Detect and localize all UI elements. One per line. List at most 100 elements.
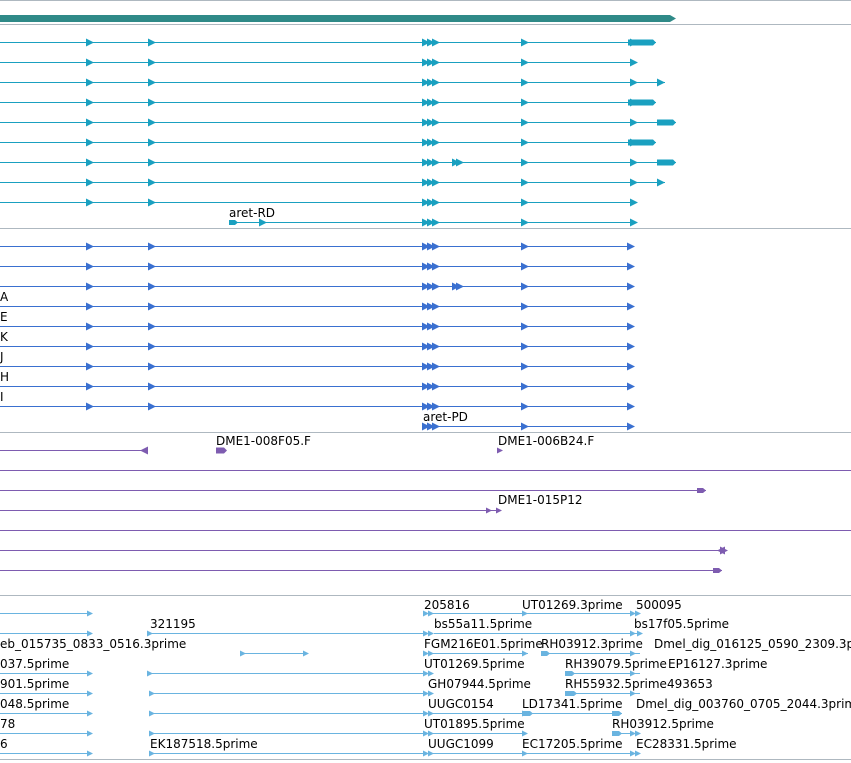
protein-label[interactable]: aret-PD xyxy=(423,410,468,424)
exon-block xyxy=(612,711,622,716)
strand-arrow-icon xyxy=(427,218,435,227)
strand-arrow-icon xyxy=(432,78,440,87)
strand-arrow-icon xyxy=(86,342,94,351)
strand-arrow-icon xyxy=(148,262,156,271)
strand-arrow-icon xyxy=(521,78,529,87)
est-label[interactable]: RH03912.3prime xyxy=(541,637,643,651)
strand-arrow-icon xyxy=(522,730,528,737)
est-label[interactable]: GH07944.5prime xyxy=(428,677,531,691)
strand-arrow-icon xyxy=(522,650,528,657)
clone-label[interactable]: DME1-008F05.F xyxy=(216,434,311,448)
protein-edge-label[interactable]: I xyxy=(0,390,4,404)
est-label[interactable]: RH03912.5prime xyxy=(612,717,714,731)
est-label[interactable]: EC17205.5prime xyxy=(522,737,623,751)
est-label[interactable]: UUGC0154 xyxy=(428,697,494,711)
est-label[interactable]: UT01269.5prime xyxy=(424,657,525,671)
strand-arrow-icon xyxy=(630,610,636,617)
strand-arrow-icon xyxy=(627,282,635,291)
strand-arrow-icon xyxy=(428,710,434,717)
protein-edge-label[interactable]: K xyxy=(0,330,8,344)
protein-edge-label[interactable]: A xyxy=(0,290,9,304)
strand-arrow-icon xyxy=(432,422,440,431)
strand-arrow-icon xyxy=(427,158,435,167)
strand-arrow-icon xyxy=(432,262,440,271)
strand-arrow-icon xyxy=(521,198,529,207)
strand-arrow-icon xyxy=(422,342,430,351)
strand-arrow-icon xyxy=(422,382,430,391)
strand-arrow-icon xyxy=(428,750,434,757)
est-label[interactable]: 048.5prime xyxy=(0,697,70,711)
strand-arrow-icon xyxy=(240,650,246,657)
est-label[interactable]: Dmel_dig_003760_0705_2044.3prime xyxy=(636,697,851,711)
strand-arrow-icon xyxy=(720,546,728,555)
est-label[interactable]: FGM216E01.5prime xyxy=(424,637,543,651)
strand-arrow-icon xyxy=(428,670,434,677)
est-label[interactable]: 321195 xyxy=(150,617,196,631)
protein-edge-label[interactable]: E xyxy=(0,310,8,324)
strand-arrow-icon xyxy=(627,382,635,391)
est-label[interactable]: EK187518.5prime xyxy=(150,737,258,751)
strand-arrow-icon xyxy=(423,710,429,717)
est-label[interactable]: 037.5prime xyxy=(0,657,70,671)
exon-block xyxy=(229,220,238,225)
exon-block xyxy=(565,671,575,676)
est-label[interactable]: EC28331.5prime xyxy=(636,737,737,751)
strand-arrow-icon xyxy=(86,158,94,167)
strand-arrow-icon xyxy=(87,630,93,637)
transcript-label[interactable]: aret-RD xyxy=(229,206,276,220)
est-label[interactable]: EP16127.3prime xyxy=(668,657,768,671)
strand-arrow-icon xyxy=(630,198,638,207)
strand-arrow-icon xyxy=(432,118,440,127)
strand-arrow-icon xyxy=(432,242,440,251)
est-label[interactable]: bs55a11.5prime xyxy=(434,617,533,631)
strand-arrow-icon xyxy=(427,382,435,391)
exon-block xyxy=(216,447,227,454)
est-label[interactable]: 78 xyxy=(0,717,16,731)
strand-arrow-icon xyxy=(86,402,94,411)
est-label[interactable]: 500095 xyxy=(636,598,682,612)
transcript-track xyxy=(0,38,676,227)
clone-label[interactable]: DME1-006B24.F xyxy=(498,434,595,448)
strand-arrow-icon xyxy=(259,218,267,227)
strand-arrow-icon xyxy=(630,650,636,657)
strand-arrow-icon xyxy=(149,750,155,757)
est-label[interactable]: 6 xyxy=(0,737,8,751)
est-label[interactable]: eb_015735_0833_0516.3prime xyxy=(0,637,187,651)
est-label[interactable]: RH55932.5prime xyxy=(565,677,667,691)
strand-arrow-icon xyxy=(423,730,429,737)
est-label[interactable]: 205816 xyxy=(424,598,470,612)
protein-edge-label[interactable]: H xyxy=(0,370,10,384)
est-label[interactable]: 493653 xyxy=(667,677,713,691)
strand-arrow-icon xyxy=(432,58,440,67)
est-label[interactable]: Dmel_dig_016125_0590_2309.3prime xyxy=(654,637,851,651)
strand-arrow-icon xyxy=(432,178,440,187)
clone-label[interactable]: DME1-015P12 xyxy=(498,493,583,507)
strand-arrow-icon xyxy=(422,282,430,291)
strand-arrow-icon xyxy=(627,402,635,411)
est-label[interactable]: UT01269.3prime xyxy=(522,598,623,612)
est-label[interactable]: bs17f05.5prime xyxy=(634,617,730,631)
strand-arrow-icon xyxy=(627,342,635,351)
strand-arrow-icon xyxy=(630,78,638,87)
est-label[interactable]: 901.5prime xyxy=(0,677,70,691)
strand-arrow-icon xyxy=(637,630,643,637)
strand-arrow-icon xyxy=(86,198,94,207)
strand-arrow-icon xyxy=(422,218,430,227)
strand-arrow-icon xyxy=(148,242,156,251)
strand-arrow-icon xyxy=(423,670,429,677)
est-label[interactable]: RH39079.5prime xyxy=(565,657,667,671)
est-label[interactable]: LD17341.5prime xyxy=(522,697,623,711)
strand-arrow-icon xyxy=(432,322,440,331)
est-label[interactable]: UT01895.5prime xyxy=(424,717,525,731)
strand-arrow-icon xyxy=(627,422,635,431)
strand-arrow-icon xyxy=(521,302,529,311)
strand-arrow-icon xyxy=(630,118,638,127)
strand-arrow-icon xyxy=(149,730,155,737)
gene-track xyxy=(0,15,676,22)
protein-edge-label[interactable]: J xyxy=(0,350,4,364)
strand-arrow-icon xyxy=(657,78,665,87)
strand-arrow-icon xyxy=(86,178,94,187)
strand-arrow-icon xyxy=(630,670,636,677)
strand-arrow-icon xyxy=(521,138,529,147)
est-label[interactable]: UUGC1099 xyxy=(428,737,494,751)
